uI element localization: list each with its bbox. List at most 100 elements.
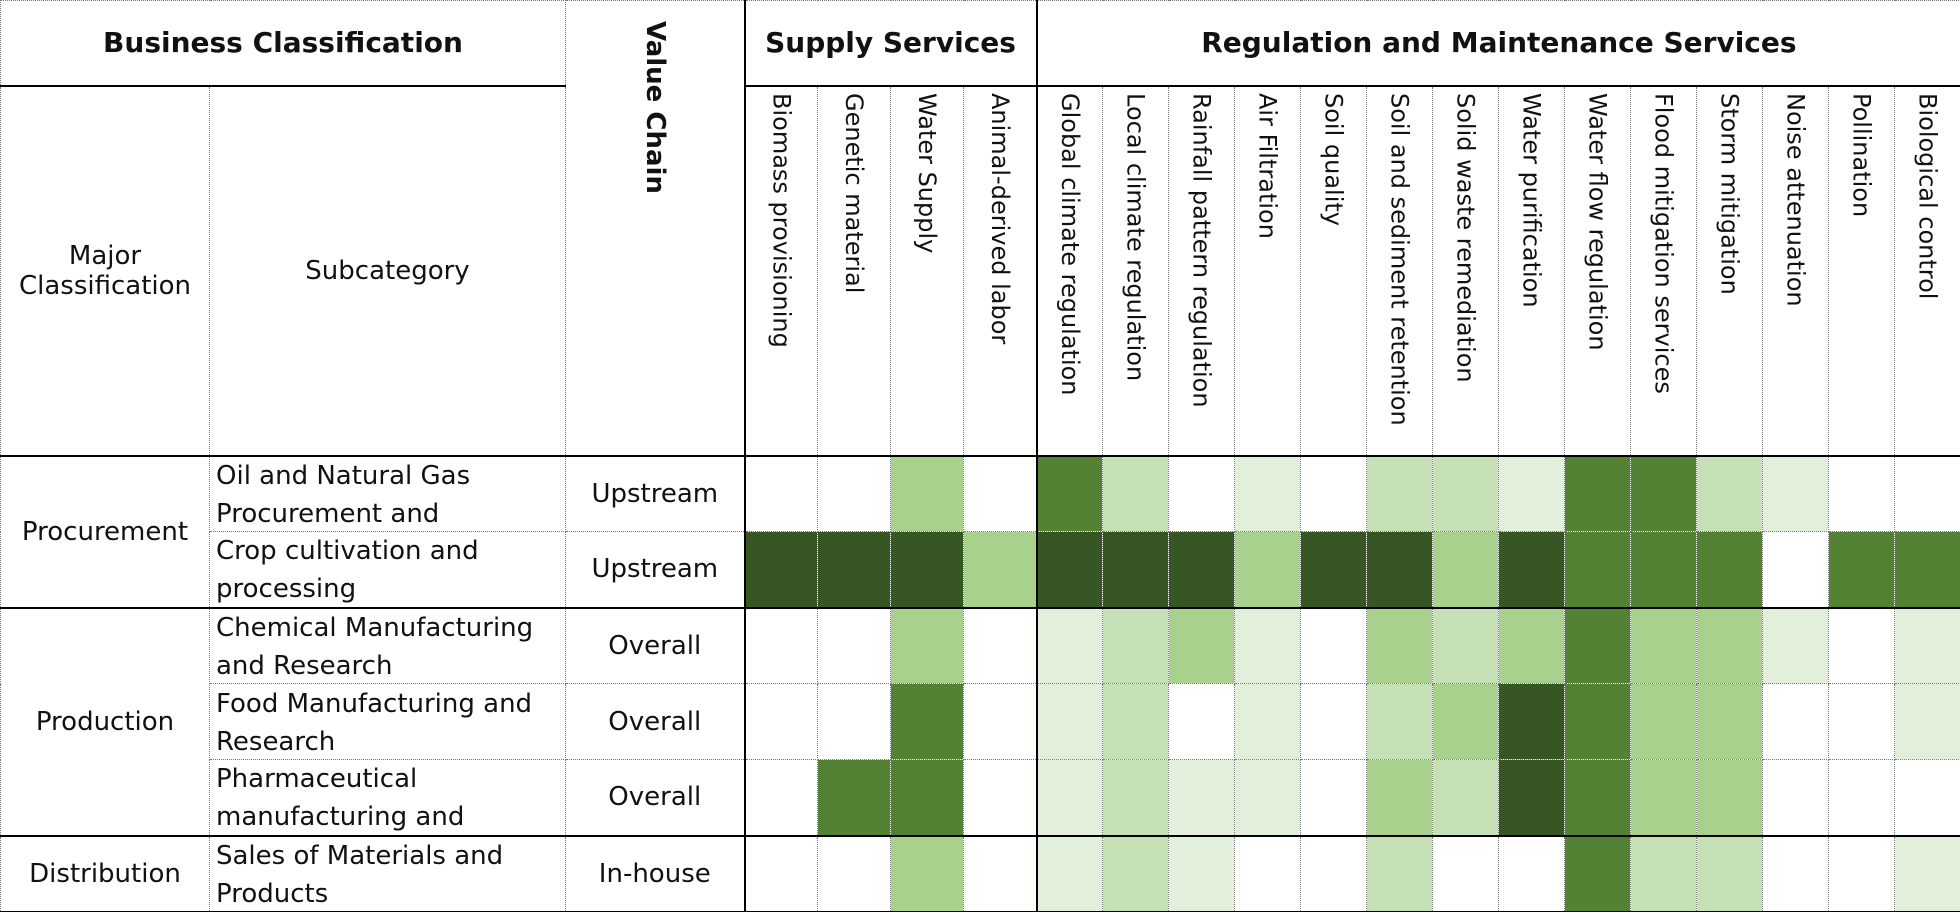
major-cell: Production (0, 607, 210, 837)
heat-cell (1300, 455, 1368, 532)
service-header: Noise attenuation (1762, 85, 1830, 457)
heat-cell (1630, 455, 1698, 532)
header-text: Solid waste remediation (1451, 92, 1480, 383)
data-row: Distribution Sales of Materials and Produ… (0, 835, 1960, 912)
subcategory-text: Food Manufacturing and Research (216, 688, 533, 757)
heat-cell (963, 455, 1038, 532)
heat-cell (1828, 683, 1896, 760)
heat-cell (1498, 455, 1566, 532)
heat-cell (1696, 759, 1764, 837)
group-header: Regulation and Maintenance Services (1035, 0, 1960, 87)
service-header: Water purification (1498, 85, 1566, 457)
service-header: Flood mitigation services (1630, 85, 1698, 457)
heat-cell (1234, 455, 1302, 532)
heat-cell (1828, 455, 1896, 532)
heat-cell (817, 759, 892, 837)
subcategory-text: Sales of Materials and Products (216, 840, 504, 909)
heat-cell (1432, 759, 1500, 837)
service-header: Storm mitigation (1696, 85, 1764, 457)
heat-cell (1828, 835, 1896, 912)
data-row: Production Chemical Manufacturing and Res… (0, 607, 1960, 837)
heat-cell (1630, 531, 1698, 609)
header-cell: Subcategory (208, 85, 567, 457)
value-chain-cell: In-house (565, 835, 746, 912)
header-cell: Value Chain (565, 0, 746, 457)
header-text: Animal-derived labor (985, 92, 1014, 344)
data-row: Procurement Oil and Natural Gas Procureme… (0, 455, 1960, 609)
heat-cell (1696, 835, 1764, 912)
heat-cell (1894, 759, 1960, 837)
major-cell: Procurement (0, 455, 210, 609)
heat-cell (963, 759, 1038, 837)
service-header: Air Filtration (1234, 85, 1302, 457)
subcategory-cell: Pharmaceutical manufacturing and (208, 759, 567, 837)
heat-cell (1234, 759, 1302, 837)
heat-cell (1762, 683, 1830, 760)
heat-cell (1168, 835, 1236, 912)
heat-cell (1300, 835, 1368, 912)
header-text: Flood mitigation services (1649, 92, 1678, 394)
heat-cell (1432, 683, 1500, 760)
heat-cell (1168, 531, 1236, 609)
header-text: Soil and sediment retention (1385, 92, 1414, 426)
header-text: Pollination (1847, 92, 1876, 217)
heat-cell (1894, 835, 1960, 912)
heat-cell (1828, 531, 1896, 609)
heat-cell (1696, 607, 1764, 684)
header-text: Genetic material (840, 92, 869, 293)
service-header: Genetic material (817, 85, 892, 457)
service-header: Biomass provisioning (743, 85, 819, 457)
heat-cell (1564, 455, 1632, 532)
heat-cell (1762, 531, 1830, 609)
heat-cell (1762, 455, 1830, 532)
service-header: Soil quality (1300, 85, 1368, 457)
subcategory-cell: Food Manufacturing and Research (208, 683, 567, 760)
header-row: Major Classification Subcategory Biomass p… (0, 85, 1960, 457)
heat-cell (1894, 607, 1960, 684)
heat-cell (1762, 759, 1830, 837)
heat-cell (1035, 759, 1104, 837)
heat-cell (817, 607, 892, 684)
heat-cell (963, 683, 1038, 760)
heat-cell (1366, 607, 1434, 684)
heat-cell (1630, 759, 1698, 837)
heat-cell (817, 455, 892, 532)
service-header: Global climate regulation (1035, 85, 1104, 457)
header-text: Biological control (1913, 92, 1942, 299)
data-row: Crop cultivation and processing Upstream (1, 531, 1960, 609)
heat-cell (1564, 759, 1632, 837)
heat-cell (1366, 835, 1434, 912)
subcategory-cell: Oil and Natural Gas Procurement and (208, 455, 567, 532)
subcategory-text: Oil and Natural Gas Procurement and (216, 460, 471, 529)
service-header: Solid waste remediation (1432, 85, 1500, 457)
value-chain-cell: Overall (565, 683, 746, 760)
heat-cell (743, 683, 819, 760)
header-text: Noise attenuation (1781, 92, 1810, 307)
heat-cell (1894, 683, 1960, 760)
heat-cell (743, 455, 819, 532)
heat-cell (1366, 759, 1434, 837)
header-text: Water Supply (913, 92, 942, 253)
heat-cell (1630, 683, 1698, 760)
heat-cell (743, 607, 819, 684)
heat-cell (1102, 607, 1170, 684)
header-text: Storm mitigation (1715, 92, 1744, 295)
service-header: Biological control (1894, 85, 1960, 457)
heat-cell (963, 835, 1038, 912)
header-text: Air Filtration (1253, 92, 1282, 239)
service-header: Water flow regulation (1564, 85, 1632, 457)
heat-cell (1696, 531, 1764, 609)
heat-cell (1102, 759, 1170, 837)
heat-cell (1498, 607, 1566, 684)
heat-cell (1168, 683, 1236, 760)
heat-cell (1035, 607, 1104, 684)
heat-cell (1102, 835, 1170, 912)
heat-cell (743, 759, 819, 837)
heat-cell (890, 455, 965, 532)
heat-cell (1564, 683, 1632, 760)
heat-cell (817, 531, 892, 609)
value-chain-cell: Upstream (565, 531, 746, 609)
heat-cell (1894, 531, 1960, 609)
